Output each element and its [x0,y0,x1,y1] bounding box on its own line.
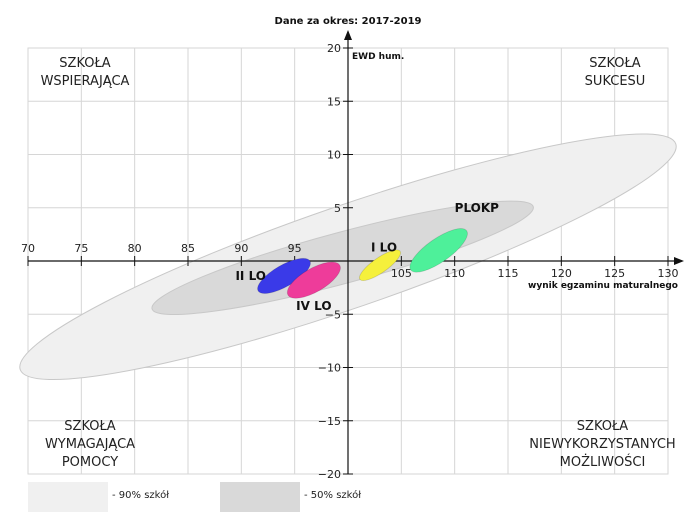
x-tick-label-80: 80 [128,242,142,255]
point-iv-lo [286,261,341,299]
y-axis-arrow [344,30,352,40]
quadrant-bottom-right: SZKOŁA NIEWYKORZYSTANYCH MOŻLIWOŚCI [520,418,685,472]
x-tick-label-75: 75 [74,242,88,255]
quadrant-top-right: SZKOŁA SUKCESU [560,55,670,91]
x-tick-label-115: 115 [498,267,519,280]
y-tick-label--5: −5 [325,308,341,321]
x-axis-label: wynik egzaminu maturalnego [528,281,678,291]
y-tick-label--10: −10 [318,362,341,375]
quadrant-bottom-left: SZKOŁA WYMAGAJĄCA POMOCY [30,418,150,472]
y-tick-label-5: 5 [334,202,341,215]
legend-swatch-90 [28,482,108,512]
band-50 [151,200,534,316]
x-tick-label-120: 120 [551,267,572,280]
x-tick-label-110: 110 [444,267,465,280]
y-tick-label--15: −15 [318,415,341,428]
x-tick-label-95: 95 [288,242,302,255]
quadrant-bottom-right-line-1: SZKOŁA [576,419,629,434]
quadrant-bottom-left-line-2: WYMAGAJĄCA [44,437,136,452]
point-i-lo [359,249,401,281]
point-plokp [409,228,468,273]
quadrant-top-left-line-1: SZKOŁA [59,56,111,71]
x-tick-label-105: 105 [391,267,412,280]
x-tick-label-70: 70 [21,242,35,255]
legend-label-90: - 90% szkół [112,490,170,501]
y-tick-label-20: 20 [327,42,341,55]
y-tick-label-15: 15 [327,95,341,108]
point-label-iv-lo: IV LO [296,299,331,313]
y-tick-label-10: 10 [327,149,341,162]
chart-title: Dane za okres: 2017-2019 [275,16,422,27]
point-label-plokp: PLOKP [455,201,500,215]
legend-swatch-50 [220,482,300,512]
quadrant-top-left: SZKOŁA WSPIERAJĄCA [30,55,140,91]
point-label-ii-lo: II LO [235,269,266,283]
point-ii-lo [257,257,311,294]
legend-label-50: - 50% szkół [304,490,362,501]
quadrant-top-right-line-1: SZKOŁA [589,56,641,71]
quadrant-bottom-right-line-2: NIEWYKORZYSTANYCH [529,437,676,452]
x-tick-label-125: 125 [604,267,625,280]
point-label-i-lo: I LO [371,240,397,254]
x-tick-label-130: 130 [658,267,679,280]
x-tick-label-85: 85 [181,242,195,255]
quadrant-bottom-left-line-1: SZKOŁA [64,419,116,434]
quadrant-top-left-line-2: WSPIERAJĄCA [40,74,130,89]
quadrant-top-right-line-2: SUKCESU [584,74,646,89]
x-tick-label-90: 90 [234,242,248,255]
y-tick-label--20: −20 [318,468,341,481]
y-axis-label: EWD hum. [352,52,404,62]
quadrant-bottom-right-line-3: MOŻLIWOŚCI [559,455,646,470]
quadrant-bottom-left-line-3: POMOCY [61,455,119,470]
x-axis-arrow [674,257,684,265]
